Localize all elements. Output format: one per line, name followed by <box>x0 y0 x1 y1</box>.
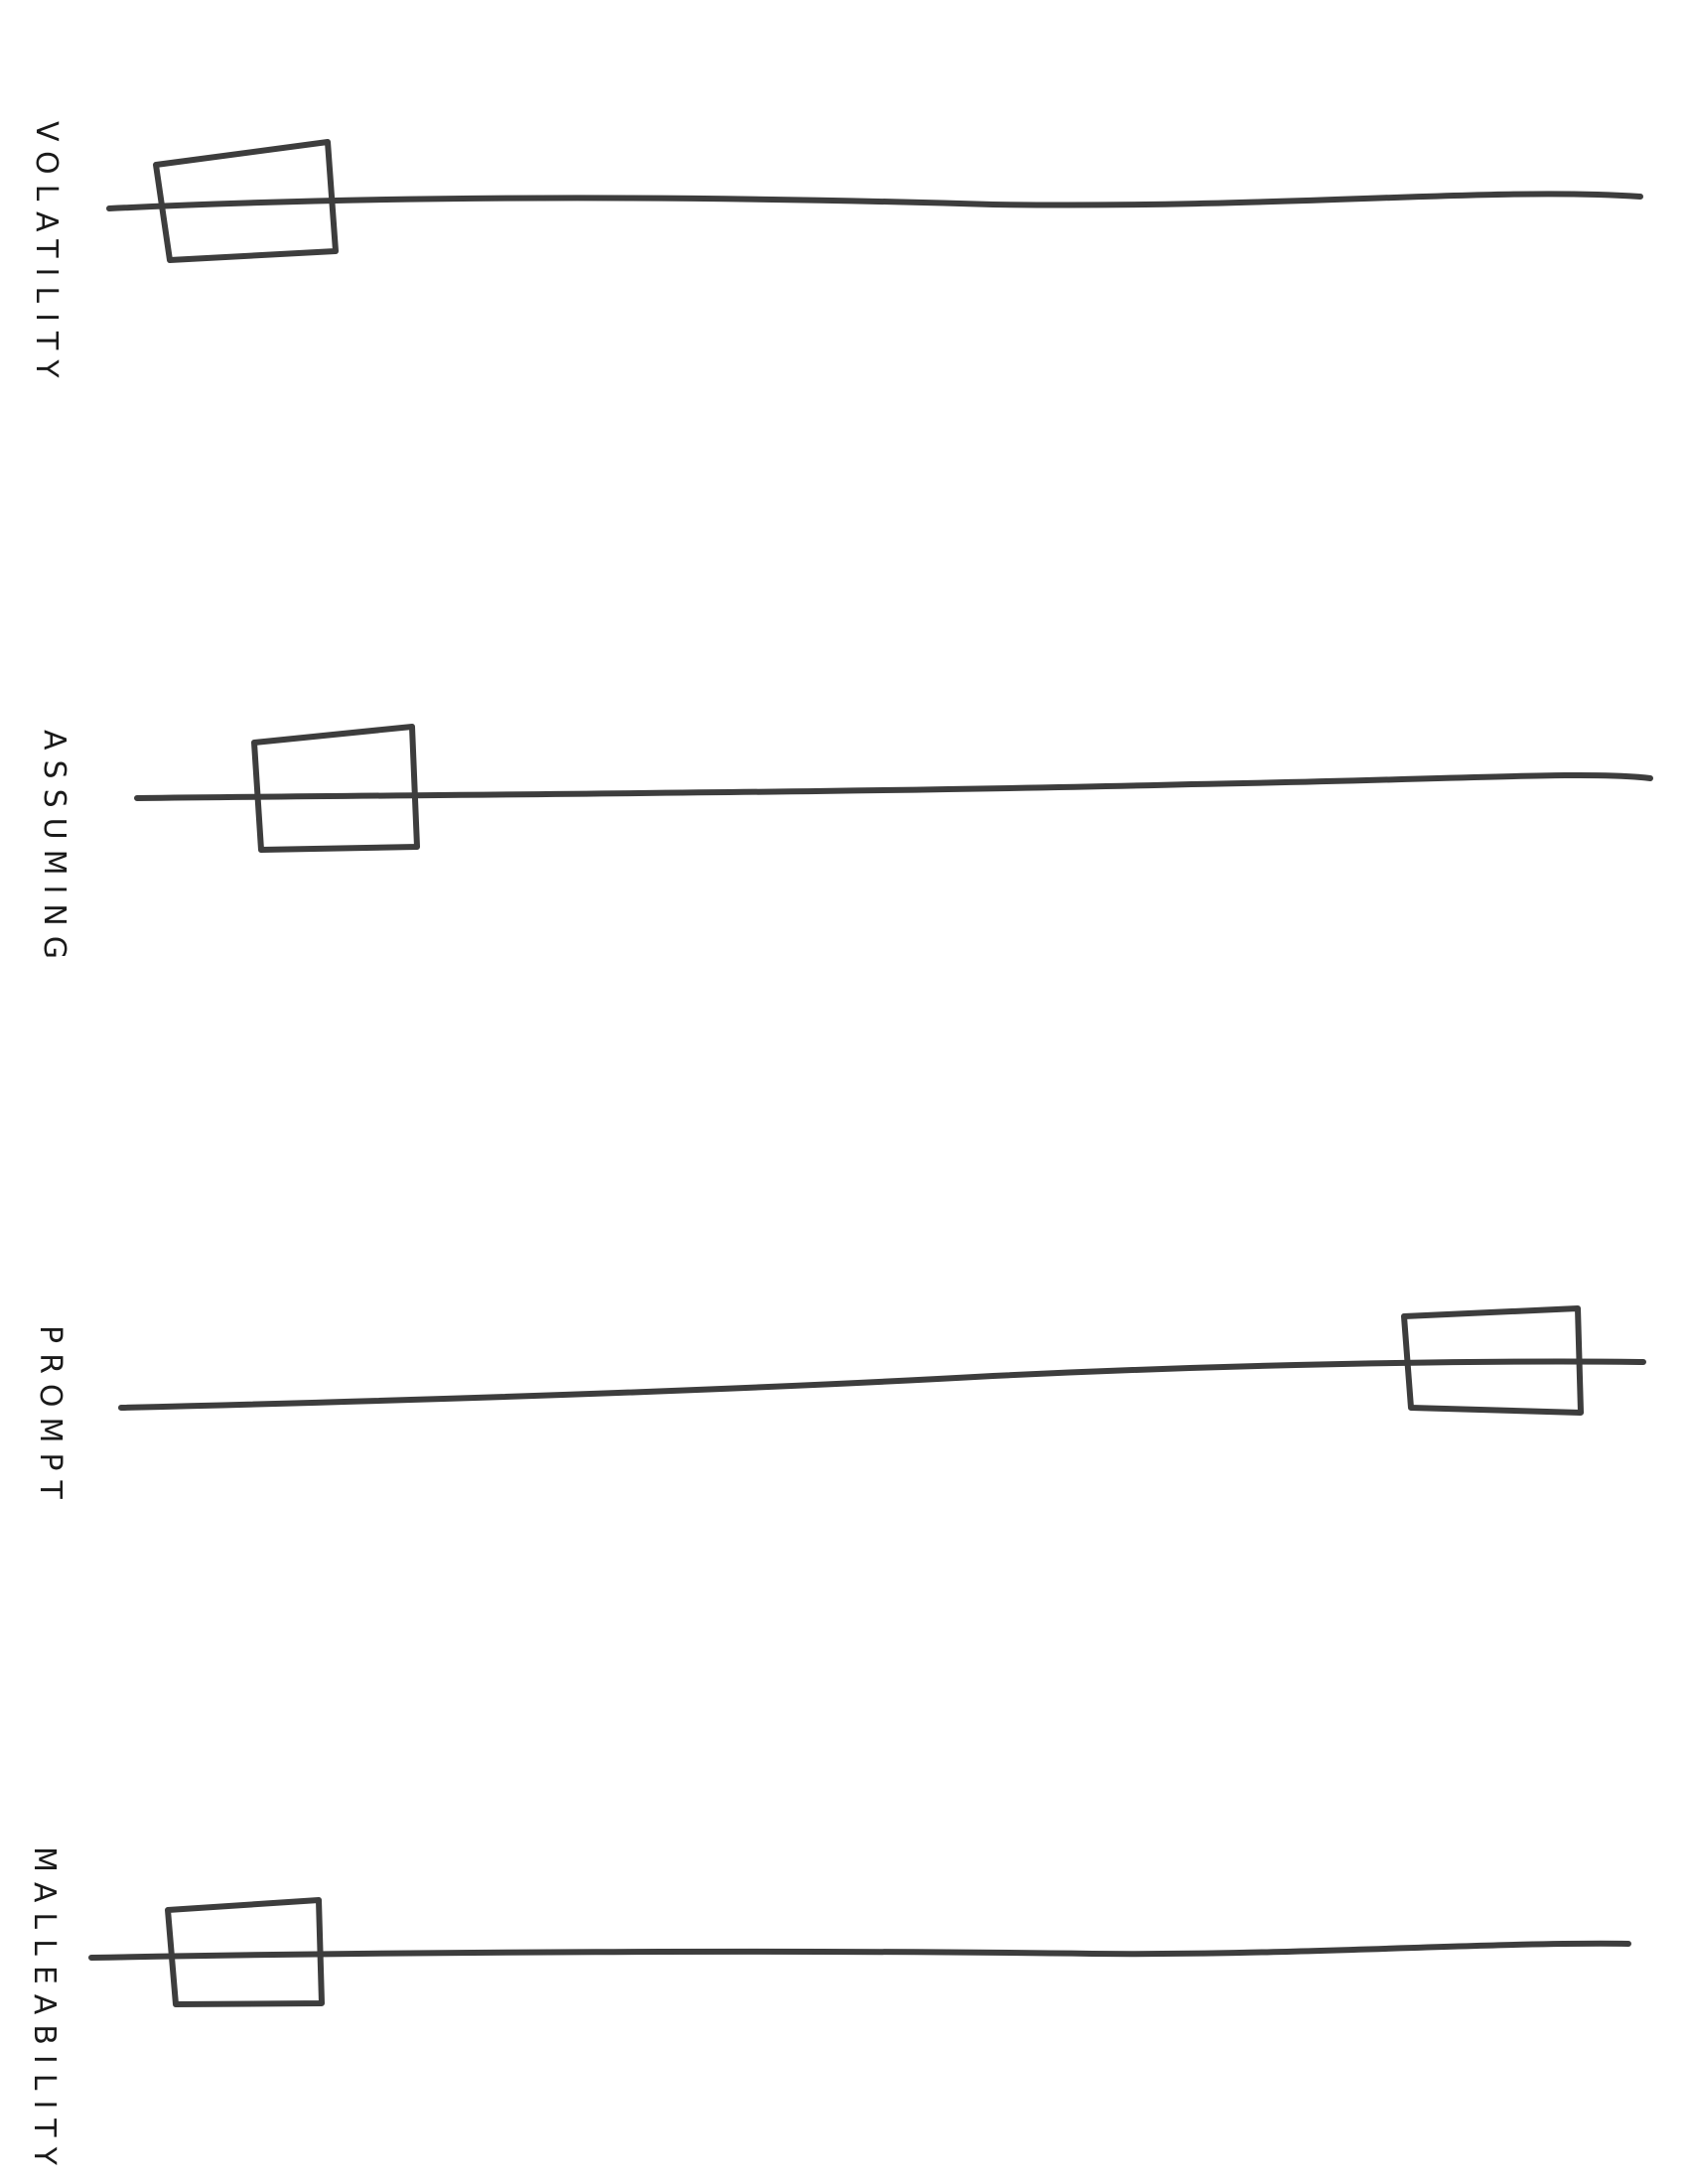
scale-row-prompt: PROMPT <box>0 1092 1688 1638</box>
scale-line <box>88 1940 1631 1961</box>
scale-line <box>134 771 1653 801</box>
scale-marker-box <box>251 724 420 853</box>
scale-track <box>88 1897 1631 2007</box>
scale-track <box>134 724 1653 853</box>
scale-marker-box <box>1401 1305 1584 1416</box>
scale-line <box>106 191 1643 211</box>
scale-track <box>106 139 1643 263</box>
scale-marker-box <box>165 1897 325 2007</box>
scale-row-assuming: ASSUMING <box>0 546 1688 1092</box>
scale-track <box>118 1305 1646 1416</box>
scale-row-volatility: VOLATILITY <box>0 0 1688 546</box>
scale-marker-box <box>153 139 339 263</box>
scale-row-malleability: MALLEABILITY <box>0 1638 1688 2184</box>
scale-line <box>118 1358 1646 1411</box>
